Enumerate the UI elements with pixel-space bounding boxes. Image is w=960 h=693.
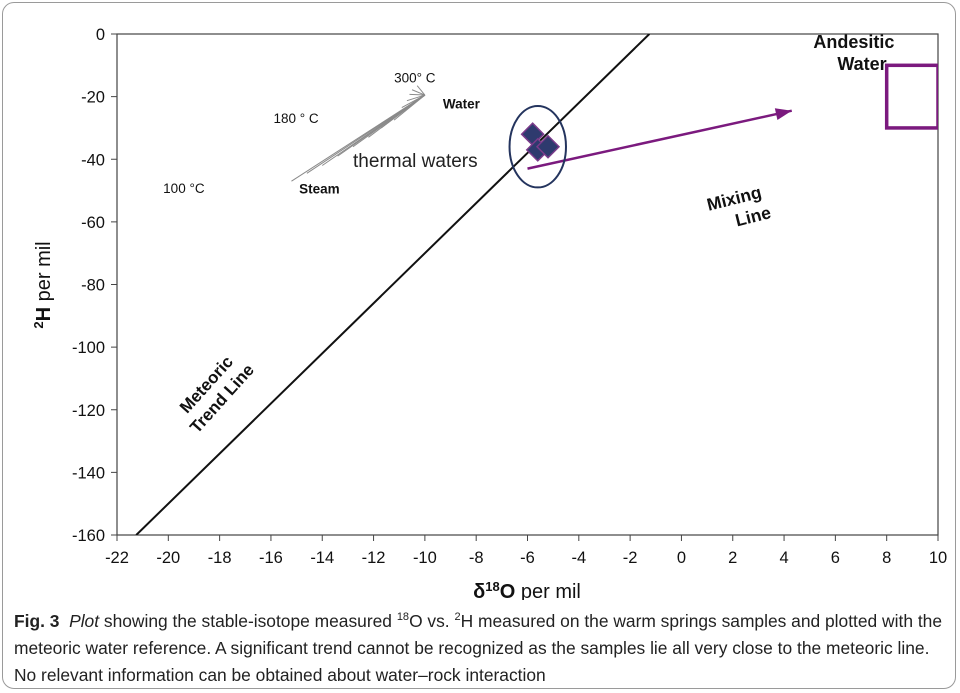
mixing-line-label: MixingLine: [705, 181, 773, 236]
thermal-waters-ellipse: [508, 105, 567, 189]
x-tick-label: -16: [259, 549, 283, 567]
x-tick-label: 0: [677, 549, 686, 567]
y-axis-label: 2H per mil: [31, 241, 55, 328]
steam-water-fan-line: [409, 93, 425, 96]
x-tick-label: -8: [469, 549, 484, 567]
x-tick-label: -14: [310, 549, 334, 567]
y-tick-label: -120: [72, 402, 105, 420]
x-tick-label: -4: [571, 549, 586, 567]
y-tick-label: 0: [96, 26, 105, 44]
caption-sup2: 2: [454, 611, 461, 624]
caption-sup1: 18: [396, 611, 410, 624]
x-tick-label: -2: [623, 549, 638, 567]
fan-label-100: 100 °C: [163, 181, 205, 196]
x-axis-label: δ18O per mil: [473, 579, 581, 600]
x-tick-label: -10: [413, 549, 437, 567]
x-tick-label: 10: [929, 549, 947, 567]
x-tick-label: -6: [520, 549, 535, 567]
andesitic-water-label: Andesitic Water: [813, 32, 894, 74]
x-tick-label: -12: [362, 549, 386, 567]
andesitic-water-box: [884, 63, 938, 130]
fan-label-180: 180 ° C: [274, 111, 319, 126]
fan-label-water: Water: [443, 97, 481, 112]
x-tick-label: 8: [882, 549, 891, 567]
steam-water-fan-line: [401, 94, 426, 109]
y-tick-label: -160: [72, 527, 105, 545]
caption-italic: Plot: [69, 611, 100, 631]
meteoric-line-label: MeteoricTrend Line: [171, 346, 258, 437]
x-tick-label: 2: [728, 549, 737, 567]
chart-labels: 300° C 180 ° C 100 °C Water Steam MeteoricTre…: [163, 32, 894, 437]
x-tick-label: 4: [779, 549, 788, 567]
steam-water-fan-line: [398, 94, 426, 115]
x-tick-label: 6: [831, 549, 840, 567]
steam-water-fan-line: [411, 89, 426, 96]
y-tick-label: -60: [81, 214, 105, 232]
caption-part1: showing the stable-isotope measured: [99, 611, 397, 631]
caption-part3: H measured on the warm springs samples a…: [14, 611, 942, 685]
steam-water-fan-line: [406, 94, 426, 102]
caption-part2: O vs.: [409, 611, 455, 631]
y-tick-label: -80: [81, 277, 105, 295]
fan-label-300: 300° C: [394, 71, 436, 86]
caption-fig-label: Fig. 3: [14, 611, 60, 631]
sample-point: [535, 134, 561, 159]
y-tick-label: -40: [81, 151, 105, 169]
isotope-chart: -22 -20 -18 -16 -14 -12 -10 -8 -6 -4 -2 0 2 4 6 8 100-20…: [31, 26, 947, 600]
meteoric-trend-line: [135, 34, 651, 535]
fan-label-steam: Steam: [299, 182, 340, 197]
figure-caption: Fig. 3 Plot showing the stable-isotope m…: [14, 608, 950, 689]
y-tick-label: -20: [81, 89, 105, 107]
y-tick-label: -140: [72, 464, 105, 482]
mixing-line-arrow: [527, 109, 793, 170]
x-tick-label: -18: [208, 549, 232, 567]
chart-marks: [135, 34, 938, 535]
y-tick-label: -100: [72, 339, 105, 357]
steam-water-fan-line: [416, 85, 426, 96]
thermal-waters-label: thermal waters: [353, 151, 478, 172]
x-tick-label: -22: [105, 549, 129, 567]
x-tick-label: -20: [156, 549, 180, 567]
mixing-line-arrowhead: [774, 108, 792, 121]
chart-axes: -22 -20 -18 -16 -14 -12 -10 -8 -6 -4 -2 0 2 4 6 8 100-20…: [31, 26, 947, 600]
